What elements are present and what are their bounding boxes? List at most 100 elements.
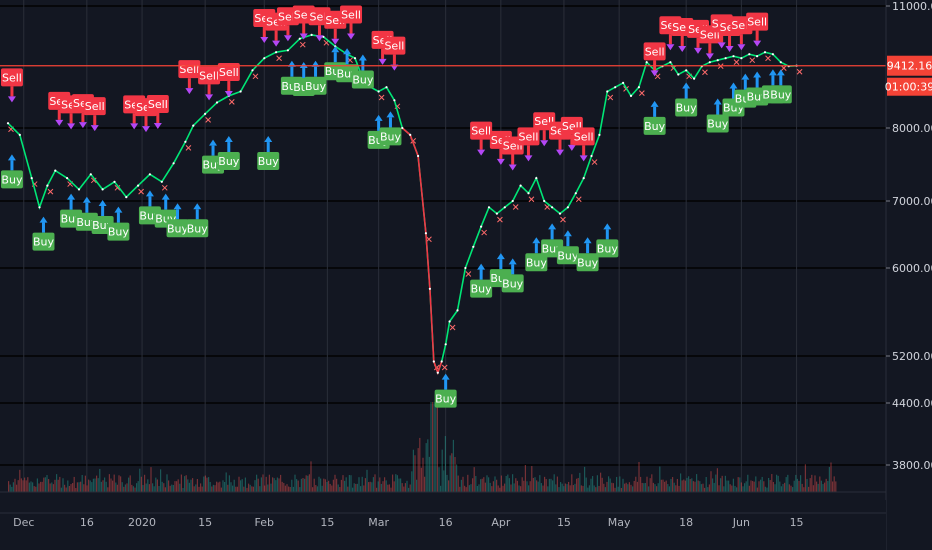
volume-bar [33, 486, 35, 492]
series-point [756, 55, 759, 58]
volume-bar [563, 486, 565, 492]
sell-signal: Sell [178, 60, 201, 95]
buy-arrow-head [753, 71, 762, 78]
buy-arrow-stem [755, 77, 759, 88]
volume-bar [760, 479, 762, 492]
sell-label-box [517, 127, 540, 146]
buy-arrow-stem [684, 88, 688, 99]
volume-bar [280, 474, 282, 492]
volume-bar [793, 480, 795, 492]
volume-bar [364, 478, 366, 492]
volume-bar [200, 483, 202, 492]
cross-stroke [497, 216, 503, 223]
volume-bar [548, 478, 550, 492]
volume-bar [497, 485, 499, 492]
volume-bar [328, 480, 330, 492]
volume-bar [449, 455, 451, 492]
sell-signal: Sell [198, 66, 221, 101]
volume-bar [281, 481, 283, 492]
volume-bar [313, 478, 315, 492]
sell-arrow-head [153, 122, 162, 129]
cross-marker [512, 204, 519, 210]
volume-bar [176, 481, 178, 492]
buy-label-box [769, 85, 792, 104]
volume-bar [35, 486, 37, 492]
series-point [424, 232, 427, 235]
volume-bar [40, 481, 42, 492]
volume-bar [286, 484, 288, 492]
series-point [708, 61, 711, 64]
series-point [38, 206, 41, 209]
sell-arrow-head [737, 44, 746, 51]
cross-marker [426, 236, 432, 243]
cross-stroke [591, 159, 598, 165]
series-point [558, 212, 562, 215]
buy-arrow-head [603, 223, 612, 230]
buy-arrow-stem [314, 66, 318, 77]
volume-bar [107, 487, 109, 492]
volume-bar [390, 487, 392, 492]
volume-bar [211, 486, 213, 492]
buy-label-box [32, 232, 55, 251]
volume-bar [195, 484, 197, 492]
volume-bar [336, 478, 338, 492]
buy-arrow-stem [227, 142, 231, 153]
volume-bar [622, 478, 624, 492]
volume-bar [452, 439, 454, 492]
volume-bar [795, 474, 797, 492]
buy-arrow-stem [195, 209, 199, 220]
volume-bar [736, 487, 738, 492]
volume-bar [46, 475, 48, 492]
sell-arrow-stem [680, 36, 684, 47]
sell-label-box [470, 121, 493, 140]
volume-bar [550, 478, 552, 492]
volume-bar [796, 478, 798, 492]
sell-arrow-head [496, 158, 505, 165]
buy-label-box [217, 152, 240, 171]
sell-arrow-stem [302, 23, 306, 34]
series-point [519, 184, 522, 187]
volume-bar [68, 485, 70, 492]
volume-bar [470, 484, 472, 492]
volume-bar [137, 481, 139, 492]
volume-bar [380, 483, 382, 492]
sell-label: Sell [85, 100, 105, 113]
volume-bar [305, 475, 307, 492]
series-point [377, 90, 380, 93]
sell-arrow-stem [69, 113, 73, 124]
series-point [401, 126, 404, 130]
volume-bar [81, 474, 83, 492]
series-point [18, 133, 21, 136]
sell-label-box [643, 42, 666, 61]
volume-bar [366, 469, 368, 492]
volume-bar [792, 487, 794, 492]
x-tick-label: 16 [80, 516, 94, 529]
buy-arrow-head [508, 258, 517, 265]
volume-bar [217, 482, 219, 492]
x-axis[interactable]: Dec 16 2020 15 Feb 15 Mar 16 Apr 15 May 18 Jun 15 [0, 500, 886, 550]
volume-bar [353, 483, 355, 492]
y-axis[interactable]: 3800.00 4400.00 5200.00 6000.00 7000.00 8000.… [885, 0, 932, 550]
volume-bar [825, 478, 827, 492]
volume-bar [633, 480, 635, 492]
volume-bar [297, 480, 299, 492]
cross-stroke [90, 177, 97, 184]
sell-arrow-head [508, 164, 517, 171]
volume-bar [324, 479, 326, 492]
volume-bar [377, 481, 379, 492]
volume-bar [108, 474, 110, 492]
volume-bar [240, 480, 242, 492]
series-point [101, 188, 104, 191]
volume-bar [36, 478, 38, 492]
sell-arrow-stem [570, 134, 574, 145]
cross-marker [276, 55, 282, 62]
volume-bar [566, 484, 568, 492]
series-point [480, 225, 483, 228]
volume-bar [278, 478, 280, 492]
buy-label-box [675, 98, 698, 117]
buy-arrow-head [768, 69, 777, 76]
cross-marker [780, 65, 787, 72]
countdown-label: 01:00:39 [885, 81, 932, 94]
series-point [436, 371, 439, 374]
